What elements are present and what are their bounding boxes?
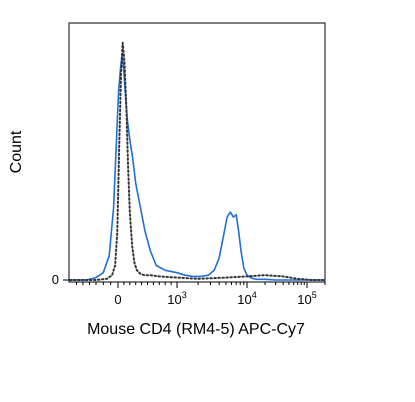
y-tick-label: 0 <box>52 272 59 287</box>
x-axis: 0 103 104 105 <box>76 282 326 307</box>
x-tick-label: 0 <box>114 292 121 307</box>
x-tick-label: 105 <box>297 290 316 307</box>
x-axis-label: Mouse CD4 (RM4-5) APC-Cy7 <box>87 321 305 338</box>
x-tick-label: 104 <box>237 290 256 307</box>
y-axis-label: Count <box>8 130 25 173</box>
series-control-line <box>69 41 326 281</box>
plot-frame <box>68 22 326 283</box>
x-tick-label: 103 <box>167 290 186 307</box>
series-stained-line <box>69 54 326 281</box>
y-axis: 0 <box>52 272 69 287</box>
series-layer <box>69 41 326 281</box>
